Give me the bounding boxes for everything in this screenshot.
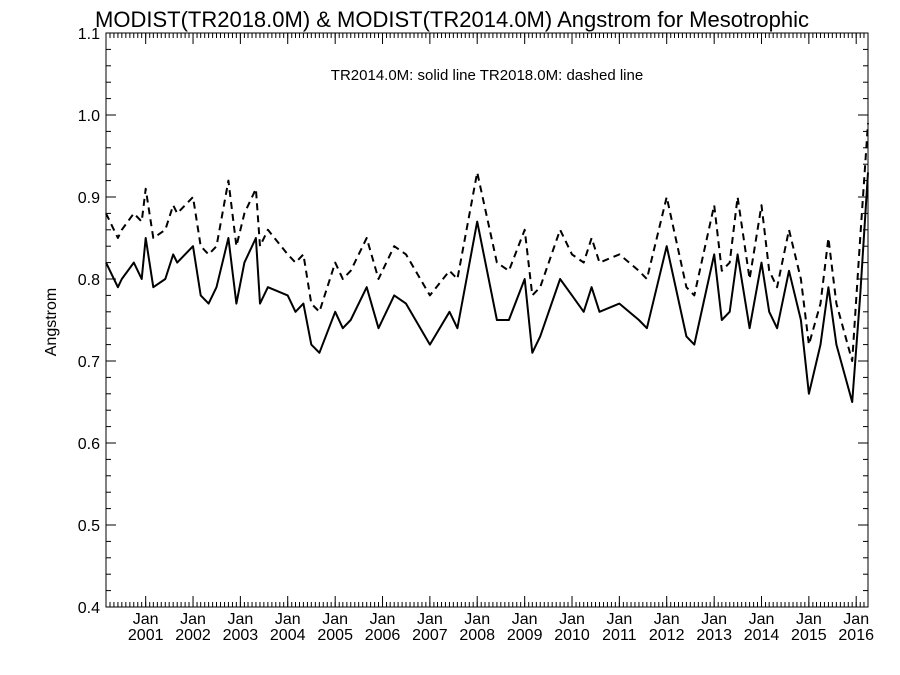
y-tick-label: 0.5: [78, 518, 100, 535]
x-tick-label-year: 2004: [270, 627, 306, 644]
x-tick-label-year: 2015: [791, 627, 827, 644]
x-tick-label-month: Jan: [796, 611, 822, 628]
y-tick-label: 0.4: [78, 600, 100, 617]
y-tick-label: 1.0: [78, 108, 100, 125]
x-tick-label-year: 2003: [223, 627, 259, 644]
y-tick-label: 0.9: [78, 190, 100, 207]
x-tick-label-year: 2005: [317, 627, 353, 644]
x-tick-label-month: Jan: [417, 611, 443, 628]
y-tick-label: 0.7: [78, 354, 100, 371]
x-tick-label-month: Jan: [559, 611, 585, 628]
x-tick-label-year: 2002: [175, 627, 211, 644]
y-tick-label: 0.8: [78, 272, 100, 289]
x-tick-label-month: Jan: [701, 611, 727, 628]
x-tick-label-month: Jan: [227, 611, 253, 628]
x-tick-label-month: Jan: [275, 611, 301, 628]
x-tick-label-year: 2016: [838, 627, 874, 644]
x-tick-label-year: 2001: [128, 627, 164, 644]
x-tick-label-month: Jan: [180, 611, 206, 628]
chart-annotation: TR2014.0M: solid line TR2018.0M: dashed …: [331, 67, 643, 84]
x-tick-label-year: 2009: [507, 627, 543, 644]
x-tick-label-month: Jan: [370, 611, 396, 628]
x-tick-label-month: Jan: [749, 611, 775, 628]
x-tick-label-month: Jan: [654, 611, 680, 628]
x-tick-label-year: 2010: [554, 627, 590, 644]
chart-title: MODIST(TR2018.0M) & MODIST(TR2014.0M) An…: [95, 7, 809, 32]
y-tick-label: 1.1: [78, 26, 100, 43]
x-tick-label-month: Jan: [606, 611, 632, 628]
x-tick-label-month: Jan: [464, 611, 490, 628]
y-tick-label: 0.6: [78, 436, 100, 453]
x-tick-label-year: 2011: [602, 627, 637, 644]
x-tick-label-month: Jan: [512, 611, 538, 628]
y-axis-label: Angstrom: [43, 288, 60, 356]
x-tick-label-month: Jan: [133, 611, 159, 628]
x-tick-label-month: Jan: [843, 611, 869, 628]
x-tick-label-year: 2013: [696, 627, 732, 644]
series-line-dashed: [105, 123, 869, 362]
x-tick-label-month: Jan: [322, 611, 348, 628]
plot-frame: [105, 32, 869, 608]
x-tick-label-year: 2008: [459, 627, 495, 644]
plot-area: 0.40.50.60.70.80.91.01.1Jan2001Jan2002Ja…: [78, 26, 874, 644]
x-tick-label-year: 2012: [649, 627, 685, 644]
x-tick-label-year: 2014: [744, 627, 780, 644]
x-tick-label-year: 2007: [412, 627, 448, 644]
series-line-solid: [105, 172, 869, 403]
x-tick-label-year: 2006: [365, 627, 401, 644]
